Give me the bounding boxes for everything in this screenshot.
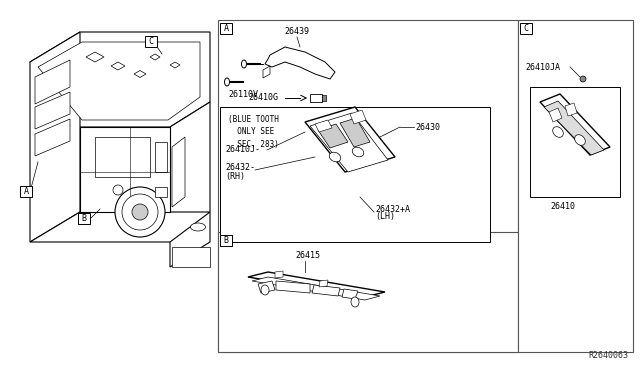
Text: B: B bbox=[81, 214, 86, 223]
Bar bbox=[520, 23, 532, 34]
Polygon shape bbox=[111, 62, 125, 70]
Bar bbox=[218, 232, 518, 352]
Circle shape bbox=[115, 187, 165, 237]
Bar bbox=[530, 87, 620, 197]
Bar bbox=[220, 235, 232, 246]
Bar bbox=[518, 20, 633, 352]
Bar bbox=[310, 94, 322, 102]
Text: 26410: 26410 bbox=[550, 202, 575, 211]
Polygon shape bbox=[30, 32, 210, 127]
Bar bbox=[145, 36, 157, 47]
Ellipse shape bbox=[241, 60, 246, 68]
Polygon shape bbox=[170, 102, 210, 267]
Polygon shape bbox=[30, 212, 210, 242]
Polygon shape bbox=[150, 54, 160, 60]
Polygon shape bbox=[540, 94, 610, 155]
Polygon shape bbox=[35, 92, 70, 129]
Polygon shape bbox=[315, 120, 332, 132]
Text: R2640063: R2640063 bbox=[588, 351, 628, 360]
Text: (RH): (RH) bbox=[225, 171, 245, 180]
Polygon shape bbox=[549, 108, 562, 122]
Polygon shape bbox=[248, 272, 385, 297]
Polygon shape bbox=[35, 119, 70, 156]
Text: B: B bbox=[223, 236, 228, 245]
Polygon shape bbox=[258, 281, 275, 293]
Polygon shape bbox=[276, 281, 310, 293]
Polygon shape bbox=[35, 60, 70, 104]
Text: 26432-: 26432- bbox=[225, 163, 255, 171]
Ellipse shape bbox=[553, 127, 563, 137]
Text: 26415: 26415 bbox=[295, 251, 320, 260]
Polygon shape bbox=[134, 71, 146, 77]
Polygon shape bbox=[318, 124, 348, 148]
Circle shape bbox=[132, 204, 148, 220]
Polygon shape bbox=[172, 137, 185, 207]
Ellipse shape bbox=[351, 297, 359, 307]
Bar bbox=[155, 187, 167, 197]
Polygon shape bbox=[38, 42, 200, 120]
Ellipse shape bbox=[352, 147, 364, 157]
Polygon shape bbox=[275, 271, 283, 278]
Bar bbox=[322, 95, 326, 101]
Ellipse shape bbox=[261, 285, 269, 295]
Bar bbox=[78, 213, 90, 224]
Bar bbox=[155, 142, 167, 172]
Text: 26410JA: 26410JA bbox=[525, 62, 560, 71]
Ellipse shape bbox=[329, 152, 340, 162]
Bar bbox=[20, 186, 32, 197]
Polygon shape bbox=[265, 47, 335, 79]
Polygon shape bbox=[305, 107, 395, 172]
Text: 26410G: 26410G bbox=[248, 93, 278, 103]
Polygon shape bbox=[342, 289, 358, 299]
Polygon shape bbox=[86, 52, 104, 62]
Bar bbox=[95, 137, 150, 177]
Polygon shape bbox=[565, 103, 577, 116]
Bar bbox=[172, 247, 210, 267]
Text: 26110V: 26110V bbox=[228, 90, 258, 99]
Circle shape bbox=[113, 185, 123, 195]
Bar bbox=[220, 23, 232, 34]
Text: (BLUE TOOTH
  ONLY SEE
  SEC. 283): (BLUE TOOTH ONLY SEE SEC. 283) bbox=[228, 115, 279, 149]
Text: 26410J-: 26410J- bbox=[225, 145, 260, 154]
Bar bbox=[218, 20, 518, 352]
Polygon shape bbox=[263, 66, 270, 78]
Polygon shape bbox=[544, 101, 604, 155]
Polygon shape bbox=[350, 110, 366, 124]
Polygon shape bbox=[340, 118, 370, 147]
Polygon shape bbox=[170, 62, 180, 68]
Polygon shape bbox=[312, 285, 340, 296]
Text: 26430: 26430 bbox=[415, 122, 440, 131]
Ellipse shape bbox=[191, 223, 205, 231]
Text: 26439: 26439 bbox=[285, 27, 310, 36]
Text: 26432+A: 26432+A bbox=[375, 205, 410, 214]
Polygon shape bbox=[252, 277, 380, 300]
Text: C: C bbox=[148, 37, 154, 46]
Ellipse shape bbox=[225, 78, 230, 86]
Polygon shape bbox=[80, 127, 170, 212]
Text: (LH): (LH) bbox=[375, 212, 395, 221]
Text: C: C bbox=[524, 24, 529, 33]
Polygon shape bbox=[319, 280, 328, 287]
Bar bbox=[220, 107, 490, 242]
Ellipse shape bbox=[580, 76, 586, 82]
Polygon shape bbox=[30, 32, 80, 242]
Polygon shape bbox=[310, 113, 388, 172]
Text: A: A bbox=[24, 187, 29, 196]
Circle shape bbox=[122, 194, 158, 230]
Ellipse shape bbox=[575, 135, 586, 145]
Text: A: A bbox=[223, 24, 228, 33]
